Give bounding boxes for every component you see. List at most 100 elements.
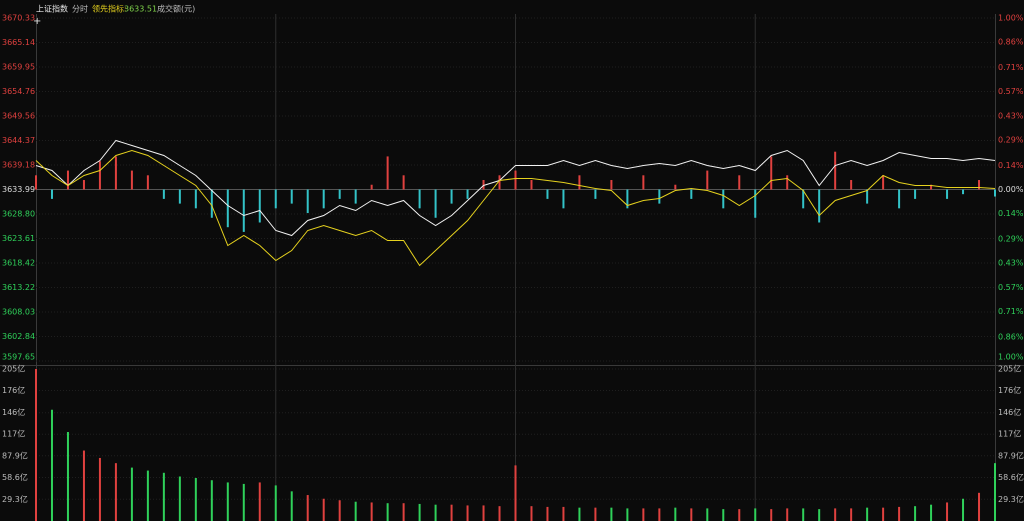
indicator-bar bbox=[610, 180, 613, 190]
indicator-bar bbox=[210, 189, 213, 218]
volume-bar bbox=[162, 472, 165, 521]
volume-bar bbox=[994, 463, 996, 521]
y2-tick-label: 176亿 bbox=[998, 385, 1021, 395]
y2-tick-label: 205亿 bbox=[998, 363, 1021, 373]
indicator-bar bbox=[50, 189, 53, 199]
y2-tick-label: 0.14% bbox=[998, 161, 1024, 170]
indicator-bar bbox=[690, 189, 693, 199]
volume-bar bbox=[210, 480, 213, 521]
volume-bar bbox=[834, 508, 837, 521]
y-tick-label: 29.3亿 bbox=[2, 494, 28, 504]
y-tick-label: 3670.33 bbox=[2, 14, 35, 23]
indicator-bar bbox=[386, 156, 389, 190]
y2-tick-label: 0.00% bbox=[998, 185, 1024, 194]
y2-tick-label: 58.6亿 bbox=[998, 472, 1024, 482]
volume-bar bbox=[562, 506, 565, 521]
volume-bar bbox=[706, 508, 709, 521]
volume-bar bbox=[930, 504, 933, 521]
y-tick-label: 3644.37 bbox=[2, 136, 35, 145]
volume-bar bbox=[194, 477, 197, 521]
volume-bar bbox=[642, 508, 645, 521]
volume-bar bbox=[594, 507, 597, 521]
indicator-bar bbox=[514, 170, 517, 190]
y-tick-label: 3628.80 bbox=[2, 209, 35, 218]
volume-bar bbox=[178, 476, 181, 521]
y2-tick-label: 0.71% bbox=[998, 307, 1024, 316]
indicator-bar bbox=[498, 175, 501, 190]
y-tick-label: 58.6亿 bbox=[2, 472, 28, 482]
y2-tick-label: 146亿 bbox=[998, 407, 1021, 417]
volume-bar bbox=[818, 509, 821, 521]
indicator-bar bbox=[770, 156, 773, 190]
indicator-bar bbox=[354, 189, 357, 204]
volume-bar bbox=[130, 467, 133, 521]
indicator-bar bbox=[962, 189, 965, 195]
indicator-bar bbox=[866, 189, 869, 204]
y-tick-label: 3597.65 bbox=[2, 353, 35, 362]
y-tick-label: 176亿 bbox=[2, 385, 25, 395]
volume-bar bbox=[546, 506, 549, 521]
indicator-bar bbox=[194, 189, 197, 209]
indicator-bar bbox=[402, 175, 405, 190]
volume-bar bbox=[274, 485, 277, 521]
indicator-bar bbox=[658, 189, 661, 204]
volume-bar bbox=[946, 502, 949, 521]
volume-bar bbox=[802, 508, 805, 521]
y-tick-label: 3623.61 bbox=[2, 234, 35, 243]
indicator-bar bbox=[98, 161, 101, 190]
volume-bar bbox=[866, 507, 869, 521]
indicator-bar bbox=[738, 175, 741, 190]
indicator-bar bbox=[530, 180, 533, 190]
indicator-bar bbox=[338, 189, 341, 199]
indicator-bar bbox=[562, 189, 565, 209]
indicator-label: 领先指标: bbox=[92, 4, 127, 14]
volume-bar bbox=[658, 508, 661, 521]
volume-bar bbox=[674, 507, 677, 521]
indicator-bar bbox=[914, 189, 917, 199]
volume-bar bbox=[914, 506, 917, 521]
indicator-bar bbox=[242, 189, 245, 232]
indicator-bar bbox=[434, 189, 437, 218]
indicator-bar bbox=[370, 184, 373, 190]
indicator-bar bbox=[722, 189, 725, 209]
volume-bar bbox=[146, 470, 149, 521]
indicator-bar bbox=[898, 189, 901, 209]
y-tick-label: 117亿 bbox=[2, 429, 25, 439]
y-tick-label: 146亿 bbox=[2, 407, 25, 417]
indicator-bar bbox=[642, 175, 645, 190]
indicator-bar bbox=[450, 189, 453, 204]
indicator-bar bbox=[786, 175, 789, 190]
indicator-bar bbox=[802, 189, 805, 209]
volume-bar bbox=[306, 495, 309, 521]
price-line bbox=[35, 139, 996, 237]
volume-bar bbox=[898, 506, 901, 521]
y2-tick-label: 29.3亿 bbox=[998, 494, 1024, 504]
y-tick-label: 3602.84 bbox=[2, 332, 35, 341]
y-tick-label: 205亿 bbox=[2, 363, 25, 373]
y-tick-label: 3639.18 bbox=[2, 161, 35, 170]
volume-bar bbox=[690, 508, 693, 521]
indicator-bar bbox=[594, 189, 597, 199]
indicator-bar bbox=[850, 180, 853, 190]
indicator-bar bbox=[258, 189, 261, 223]
volume-bar bbox=[722, 509, 725, 521]
indicator-bar bbox=[466, 189, 469, 199]
y-tick-label: 3613.22 bbox=[2, 283, 35, 292]
volume-bar bbox=[466, 505, 469, 521]
volume-bar bbox=[322, 498, 325, 521]
volume-bar bbox=[610, 507, 613, 521]
chart-subtitle: 分时 bbox=[72, 4, 88, 14]
indicator-bar bbox=[146, 175, 149, 190]
volume-bar bbox=[386, 503, 389, 521]
y-tick-label: 3659.95 bbox=[2, 62, 35, 71]
indicator-bar bbox=[82, 180, 85, 190]
indicator-bar bbox=[226, 189, 229, 228]
y2-tick-label: 0.86% bbox=[998, 38, 1024, 47]
y-tick-label: 3654.76 bbox=[2, 87, 35, 96]
y2-tick-label: 0.29% bbox=[998, 135, 1024, 144]
volume-bar bbox=[882, 507, 885, 521]
volume-bar bbox=[418, 503, 421, 521]
y-tick-label: 3633.99 bbox=[2, 185, 35, 194]
